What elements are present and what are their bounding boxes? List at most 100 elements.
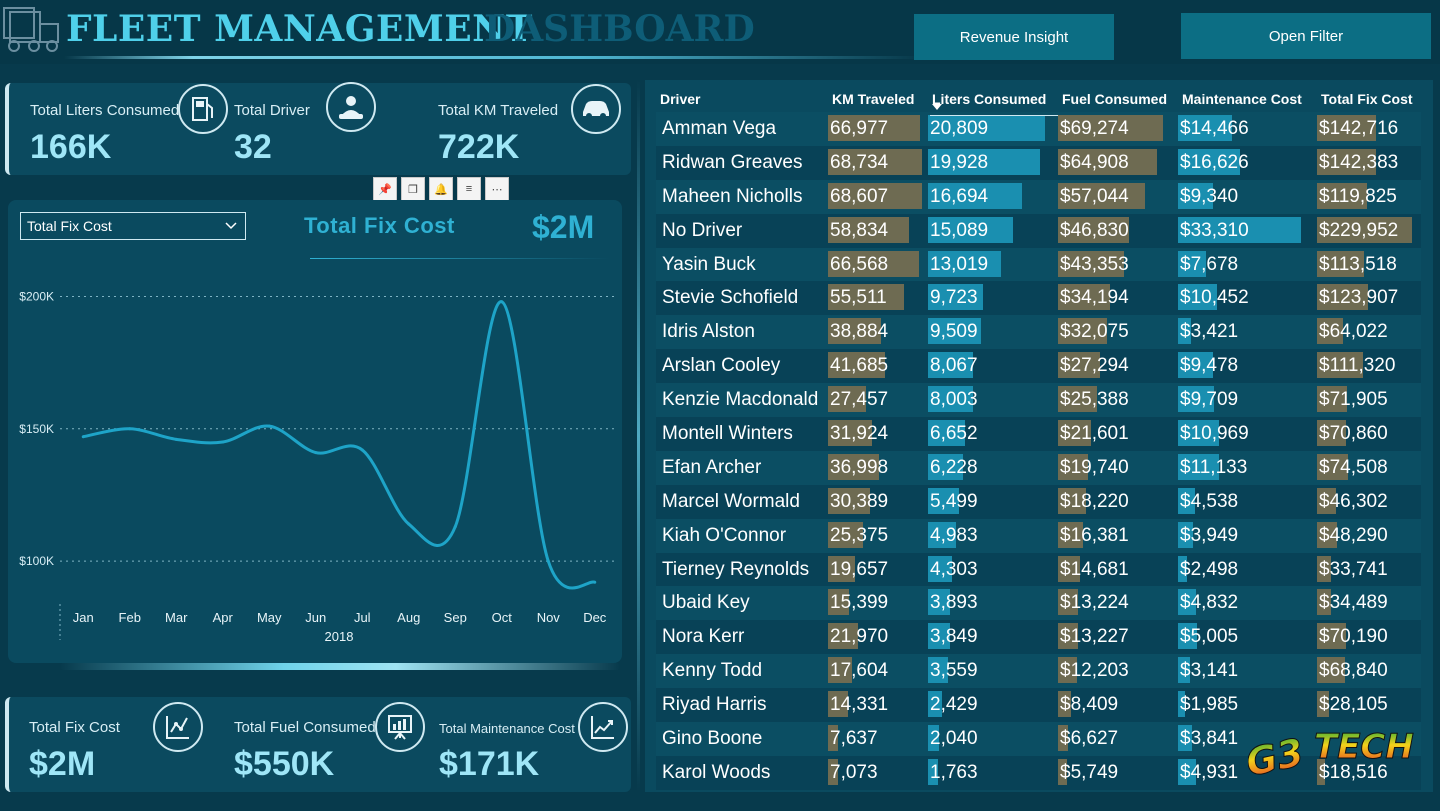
cell-maint: $4,832	[1178, 586, 1317, 620]
revenue-insight-button[interactable]: Revenue Insight	[914, 14, 1114, 60]
cell-value-fix: $46,302	[1319, 490, 1388, 512]
table-row[interactable]: Kenny Todd 17,604 3,559 $12,203 $3,141 $68,84…	[656, 654, 1421, 689]
column-header-maintenance[interactable]: Maintenance Cost	[1182, 91, 1302, 107]
table-row[interactable]: Montell Winters 31,924 6,652 $21,601 $10,969…	[656, 417, 1421, 451]
bell-icon[interactable]: 🔔	[429, 177, 453, 201]
table-row[interactable]: Efan Archer 36,998 6,228 $19,740 $11,133 $74,…	[656, 450, 1421, 485]
cell-driver: Marcel Wormald	[662, 490, 800, 512]
cell-fix: $123,907	[1317, 281, 1421, 315]
cell-km: 66,977	[828, 112, 928, 146]
table-row[interactable]: Yasin Buck 66,568 13,019 $43,353 $7,678 $113,…	[656, 247, 1421, 282]
table-row[interactable]: Stevie Schofield 55,511 9,723 $34,194 $10,45…	[656, 281, 1421, 316]
table-row[interactable]: Karol Woods 7,073 1,763 $5,749 $4,931 $18,516	[656, 755, 1421, 790]
cell-fuel: $25,388	[1058, 383, 1178, 417]
cell-value-fuel: $16,381	[1060, 524, 1129, 546]
table-row[interactable]: Kenzie Macdonald 27,457 8,003 $25,388 $9,709…	[656, 383, 1421, 418]
cell-km: 17,604	[828, 654, 928, 688]
table-row[interactable]: Idris Alston 38,884 9,509 $32,075 $3,421 $64,…	[656, 315, 1421, 350]
series-line	[82, 300, 596, 590]
data-bar-maint	[1178, 250, 1206, 277]
cell-maint: $7,678	[1178, 248, 1317, 282]
data-bar-maint	[1178, 453, 1219, 480]
cell-value-km: 66,568	[830, 253, 889, 275]
filter-icon[interactable]: ≡	[457, 177, 481, 201]
data-point	[407, 522, 411, 526]
cell-fuel: $69,274	[1058, 112, 1178, 146]
table-row[interactable]: Kiah O'Connor 25,375 4,983 $16,381 $3,949 $48…	[656, 518, 1421, 553]
table-row[interactable]: Arslan Cooley 41,685 8,067 $27,294 $9,478 $11…	[656, 349, 1421, 384]
table-row[interactable]: Gino Boone 7,637 2,040 $6,627 $3,841	[656, 722, 1421, 756]
cell-km: 31,924	[828, 417, 928, 451]
x-tick-label: Aug	[397, 610, 420, 625]
column-header-fix-cost[interactable]: Total Fix Cost	[1321, 91, 1413, 107]
cell-value-fuel: $27,294	[1060, 355, 1129, 377]
cell-value-maint: $10,969	[1180, 422, 1249, 444]
table-row[interactable]: Ridwan Greaves 68,734 19,928 $64,908 $16,626…	[656, 145, 1421, 180]
cell-km: 38,884	[828, 315, 928, 349]
cell-driver: Montell Winters	[662, 422, 793, 444]
cell-value-fix: $123,907	[1319, 287, 1399, 309]
table-row[interactable]: Nora Kerr 21,970 3,849 $13,227 $5,005 $70,190	[656, 620, 1421, 655]
x-tick-label: May	[257, 610, 282, 625]
kpi-label-km: Total KM Traveled	[438, 102, 559, 119]
cell-value-maint: $33,310	[1180, 219, 1249, 241]
cell-maint: $10,969	[1178, 417, 1317, 451]
data-bar-fix	[1317, 284, 1368, 311]
y-tick-label: $200K	[19, 289, 54, 303]
kpi-value-km: 722K	[438, 128, 520, 166]
measure-dropdown[interactable]: Total Fix Cost	[20, 212, 246, 240]
cell-value-liters: 5,499	[930, 490, 978, 512]
visual-toolbar: 📌 ❐ 🔔 ≡ ⋯	[373, 177, 509, 201]
cell-value-maint: $4,538	[1180, 490, 1239, 512]
table-row[interactable]: Amman Vega 66,977 20,809 $69,274 $14,466 $142…	[656, 112, 1421, 146]
table-row[interactable]: Marcel Wormald 30,389 5,499 $18,220 $4,538 $4…	[656, 484, 1421, 519]
pin-icon[interactable]: 📌	[373, 177, 397, 201]
cell-fix: $142,716	[1317, 112, 1421, 146]
cell-maint: $3,141	[1178, 654, 1317, 688]
data-bar-fix	[1317, 487, 1336, 514]
cell-value-liters: 6,652	[930, 422, 978, 444]
cell-driver: Tierney Reynolds	[662, 558, 810, 580]
line-chart[interactable]: $100K $150K $200K Jan Feb Mar Apr May Jun Jul Aug S…	[8, 262, 620, 652]
cell-value-fuel: $25,388	[1060, 389, 1129, 411]
cell-fuel: $57,044	[1058, 180, 1178, 214]
kpi-value-maintenance: $171K	[439, 745, 540, 783]
cell-value-km: 58,834	[830, 219, 889, 241]
open-filter-button[interactable]: Open Filter	[1181, 13, 1431, 59]
data-point	[546, 559, 550, 563]
data-bar-fuel	[1058, 182, 1145, 209]
column-header-driver[interactable]: Driver	[660, 91, 701, 107]
data-bar-fuel	[1058, 216, 1129, 243]
column-header-fuel[interactable]: Fuel Consumed	[1062, 91, 1168, 107]
cell-maint: $9,709	[1178, 383, 1317, 417]
kpi-value-drivers: 32	[234, 128, 272, 166]
data-bar-liters	[928, 386, 973, 413]
cell-value-km: 27,457	[830, 389, 889, 411]
more-options-icon[interactable]: ⋯	[485, 177, 509, 201]
kpi-value-liters: 166K	[30, 128, 112, 166]
cell-driver: Arslan Cooley	[662, 355, 781, 377]
data-bar-liters	[928, 657, 948, 684]
data-point	[453, 525, 457, 529]
column-header-km[interactable]: KM Traveled	[832, 91, 915, 107]
copy-icon[interactable]: ❐	[401, 177, 425, 201]
data-bar-fuel	[1058, 623, 1078, 650]
cell-fix: $70,860	[1317, 417, 1421, 451]
data-bar-fuel	[1058, 487, 1086, 514]
cell-value-liters: 6,228	[930, 456, 978, 478]
cell-fuel: $46,830	[1058, 214, 1178, 248]
cell-km: 14,331	[828, 688, 928, 722]
cell-km: 58,834	[828, 214, 928, 248]
table-row[interactable]: No Driver 58,834 15,089 $46,830 $33,310 $229,…	[656, 213, 1421, 248]
column-header-liters[interactable]: Liters Consumed	[932, 91, 1047, 107]
table-row[interactable]: Tierney Reynolds 19,657 4,303 $14,681 $2,498…	[656, 552, 1421, 587]
cell-value-fix: $34,489	[1319, 592, 1388, 614]
data-bar-liters	[928, 623, 950, 650]
cell-value-fuel: $43,353	[1060, 253, 1129, 275]
cell-fuel: $18,220	[1058, 485, 1178, 519]
table-row[interactable]: Maheen Nicholls 68,607 16,694 $57,044 $9,340…	[656, 179, 1421, 214]
data-bar-liters	[928, 352, 973, 379]
table-row[interactable]: Ubaid Key 15,399 3,893 $13,224 $4,832 $34,489	[656, 586, 1421, 621]
table-row[interactable]: Riyad Harris 14,331 2,429 $8,409 $1,985 $28,1…	[656, 688, 1421, 723]
cell-value-km: 30,389	[830, 490, 889, 512]
